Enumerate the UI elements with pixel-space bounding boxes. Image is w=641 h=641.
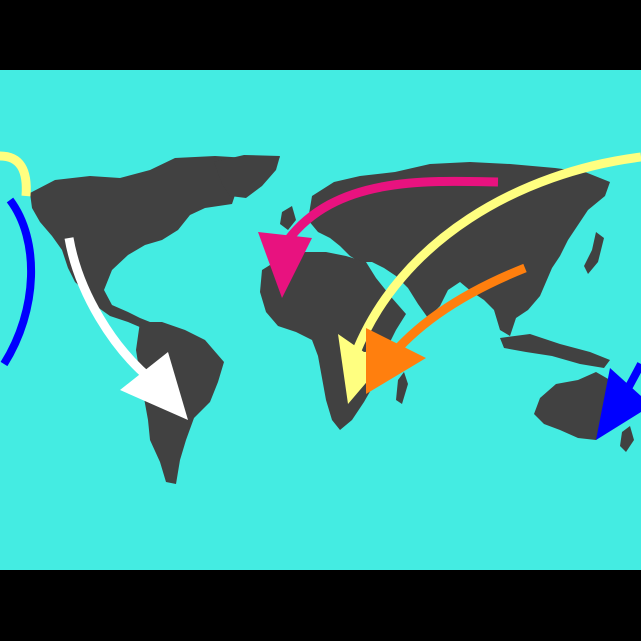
- madagascar: [396, 372, 408, 404]
- british-isles: [280, 206, 296, 230]
- greenland: [214, 155, 280, 198]
- route-yellow-wrap: [0, 151, 31, 197]
- route-blue-wrap: [0, 197, 35, 367]
- japan: [584, 232, 604, 274]
- route-white-line: [64, 237, 161, 389]
- migration-routes: [0, 151, 641, 440]
- route-white-arrowhead: [120, 352, 188, 420]
- new-zealand: [620, 426, 634, 452]
- route-orange-arrowhead: [366, 328, 426, 394]
- route-magenta-line: [284, 176, 499, 243]
- eurasia: [308, 162, 610, 336]
- route-blue-arrowhead: [596, 368, 641, 440]
- southeast-asia-islands: [500, 334, 610, 368]
- route-magenta-arrowhead: [258, 232, 312, 298]
- north-america: [30, 156, 280, 328]
- route-yellow-line: [350, 152, 641, 357]
- landmasses: [30, 155, 634, 484]
